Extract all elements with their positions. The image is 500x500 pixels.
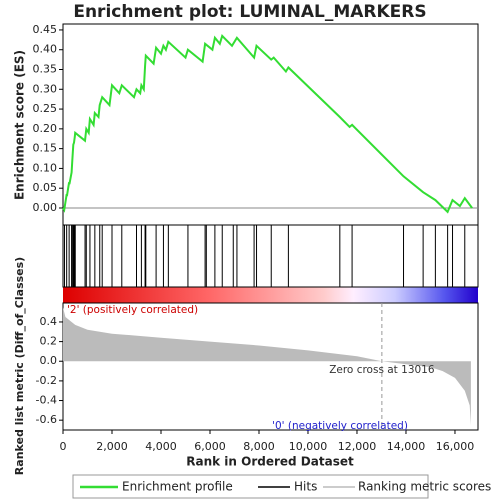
- x-tick-label: 16,000: [436, 440, 475, 453]
- legend-label: Hits: [294, 480, 317, 494]
- y-tick-label: 0.05: [33, 181, 58, 194]
- legend: [72, 474, 429, 499]
- x-tick-label: 14,000: [387, 440, 426, 453]
- y-tick-label: 0.2: [40, 335, 58, 348]
- y-tick-label: 0.40: [33, 43, 58, 56]
- legend-label: Enrichment profile: [122, 480, 233, 494]
- x-tick-label: 6,000: [194, 440, 226, 453]
- x-tick-label: 12,000: [338, 440, 377, 453]
- y-tick-label: 0.15: [33, 142, 58, 155]
- y-tick-label: 0.0: [40, 354, 58, 367]
- annotation: Zero cross at 13016: [329, 364, 435, 376]
- x-tick-label: 4,000: [145, 440, 177, 453]
- es-line: [62, 34, 473, 214]
- chart-title: Enrichment plot: LUMINAL_MARKERS: [73, 2, 426, 22]
- plot-frame: [62, 224, 479, 288]
- annotation: '2' (positively correlated): [67, 304, 198, 316]
- y-tick-label: 0.35: [33, 63, 58, 76]
- y-tick-label: 0.30: [33, 82, 58, 95]
- y-tick-label: -0.6: [36, 413, 57, 426]
- x-tick-label: 2,000: [96, 440, 128, 453]
- x-tick-label: 8,000: [243, 440, 275, 453]
- x-axis-label: Rank in Ordered Dataset: [186, 455, 354, 469]
- y-tick-label: 0.25: [33, 102, 58, 115]
- x-tick-label: 10,000: [289, 440, 328, 453]
- y-tick-label: 0.45: [33, 23, 58, 36]
- legend-label: Ranking metric scores: [358, 480, 491, 494]
- x-tick-label: 0: [60, 440, 67, 453]
- y-tick-label: 0.4: [40, 315, 58, 328]
- y-axis-label: Enrichment score (ES): [13, 50, 27, 200]
- y-tick-label: -0.2: [36, 374, 57, 387]
- annotation: '0' (negatively correlated): [272, 420, 408, 432]
- y-tick-label: 0.10: [33, 161, 58, 174]
- y-tick-label: -0.4: [36, 394, 57, 407]
- y-tick-label: 0.20: [33, 122, 58, 135]
- color-bar: [63, 287, 478, 303]
- y-axis-label: Ranked list metric (Diff_of_Classes): [13, 257, 26, 475]
- plot-frame: [62, 302, 479, 431]
- y-tick-label: 0.00: [33, 201, 58, 214]
- plot-frame: [62, 23, 479, 226]
